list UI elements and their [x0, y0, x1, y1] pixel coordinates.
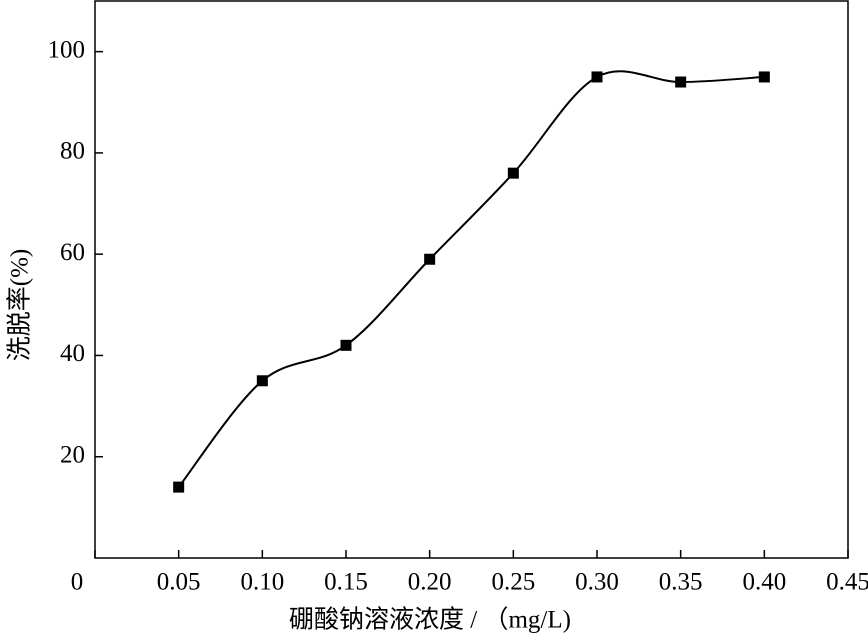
- x-tick-label: 0.10: [240, 569, 284, 596]
- y-tick-label: 100: [48, 36, 86, 63]
- marker: [424, 253, 436, 265]
- x-tick-label: 0: [71, 569, 84, 596]
- plot-frame: [94, 0, 849, 559]
- y-tick-label: 40: [60, 340, 85, 367]
- x-tick-label: 0.30: [575, 569, 619, 596]
- x-tick-label: 0.45: [826, 569, 868, 596]
- marker: [256, 375, 268, 387]
- x-tick-label: 0.20: [408, 569, 452, 596]
- x-tick-label: 0.25: [491, 569, 535, 596]
- y-tick-label: 80: [60, 138, 85, 165]
- y-tick-label: 60: [60, 239, 85, 266]
- x-tick-label: 0.15: [324, 569, 368, 596]
- x-tick-label: 0.40: [742, 569, 786, 596]
- line: [177, 70, 765, 488]
- x-tick-label: 0.35: [659, 569, 703, 596]
- marker: [507, 167, 519, 179]
- y-tick-label: 20: [60, 441, 85, 468]
- marker: [675, 76, 687, 88]
- y-axis-label: 洗脱率(%): [6, 249, 34, 361]
- marker: [591, 71, 603, 83]
- x-tick-label: 0.05: [157, 569, 201, 596]
- marker: [173, 481, 185, 493]
- x-axis-label: 硼酸钠溶液浓度 / （mg/L): [289, 606, 571, 634]
- marker: [758, 71, 770, 83]
- marker: [340, 339, 352, 351]
